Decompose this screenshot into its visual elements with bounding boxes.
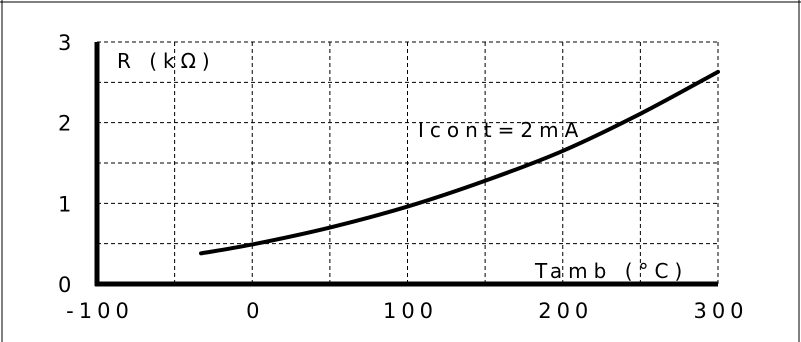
y-tick-label: 0 xyxy=(58,273,76,297)
x-tick-label: 200 xyxy=(538,299,593,323)
axes xyxy=(94,42,718,287)
grid-lines xyxy=(97,41,719,284)
y-tick-label: 1 xyxy=(58,192,76,216)
x-tick-label: 300 xyxy=(693,299,748,323)
series-layer xyxy=(199,69,720,256)
series-line xyxy=(199,69,720,256)
y-tick-label: 2 xyxy=(58,112,76,136)
x-tick-label: 100 xyxy=(383,299,438,323)
x-tick-label: -100 xyxy=(66,299,134,323)
y-axis-label: R (kΩ) xyxy=(117,49,216,73)
y-tick-label: 3 xyxy=(58,31,76,55)
annotation-label: Icont=2mA xyxy=(418,118,584,142)
x-axis-label: Tamb (°C) xyxy=(534,259,688,283)
x-tick-label: 0 xyxy=(246,299,264,323)
